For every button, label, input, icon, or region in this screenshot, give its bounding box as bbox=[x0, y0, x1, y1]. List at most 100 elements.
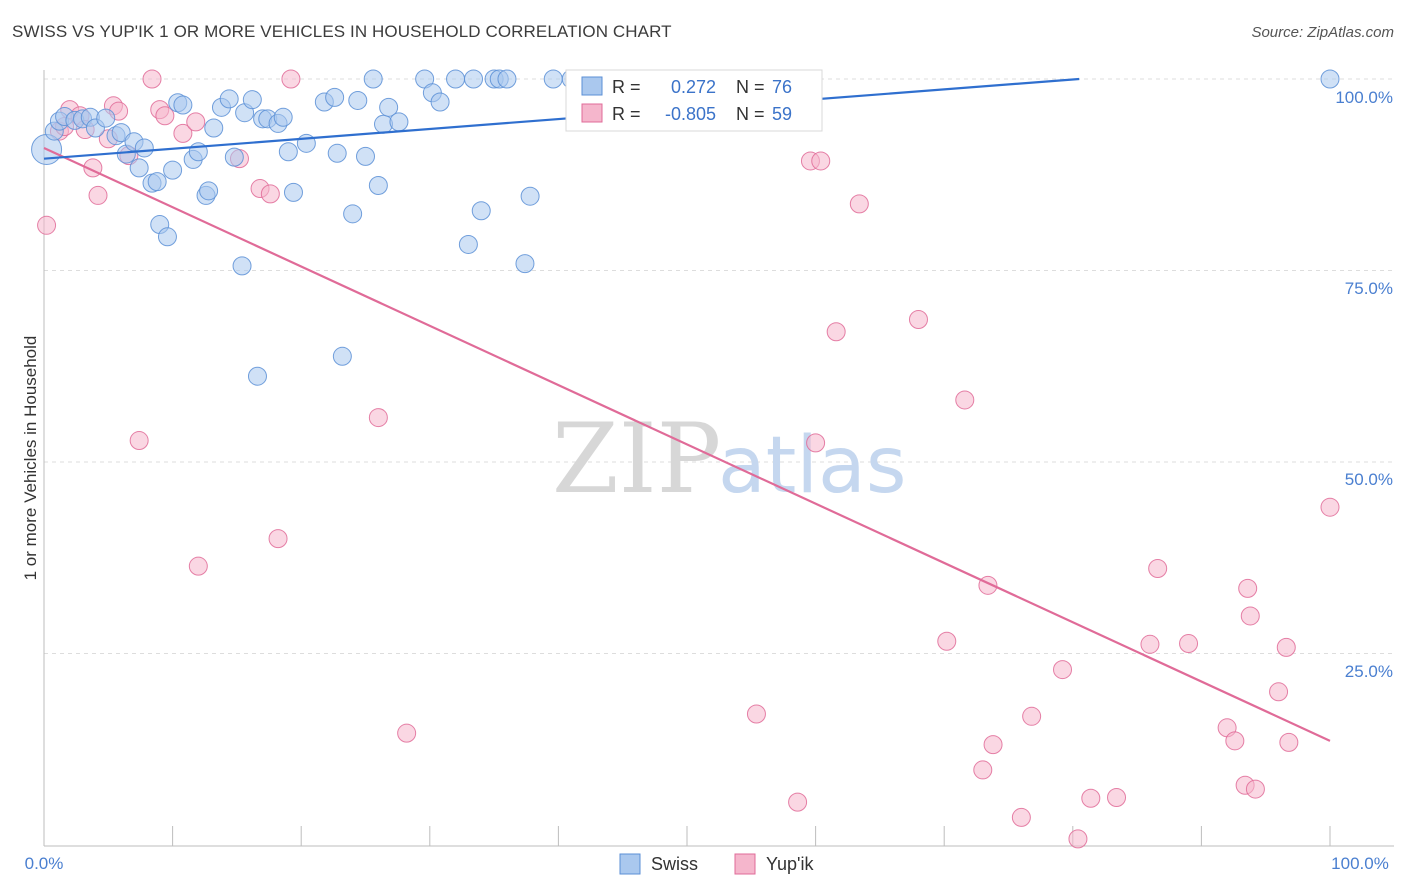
bottom-legend: Swiss Yup'ik bbox=[619, 853, 814, 875]
swiss-point bbox=[247, 366, 267, 386]
yupik-point bbox=[368, 408, 388, 428]
legend-n-value-yupik: 59 bbox=[772, 104, 792, 124]
swiss-point bbox=[325, 87, 345, 107]
swiss-point bbox=[348, 90, 368, 110]
swiss-point bbox=[111, 123, 131, 143]
yupik-point bbox=[973, 760, 993, 780]
bottom-legend-label-yupik: Yup'ik bbox=[766, 854, 814, 874]
yupik-point bbox=[281, 69, 301, 89]
yupik-point bbox=[1238, 578, 1258, 598]
yupik-point bbox=[806, 433, 826, 453]
yupik-point bbox=[1240, 606, 1260, 626]
swiss-point bbox=[273, 107, 293, 127]
swiss-point bbox=[343, 204, 363, 224]
swiss-point bbox=[96, 108, 116, 128]
yupik-point bbox=[1140, 634, 1160, 654]
swiss-point bbox=[129, 158, 149, 178]
yupik-point bbox=[1107, 788, 1127, 808]
bottom-legend-swatch-swiss bbox=[619, 853, 641, 875]
yupik-point bbox=[983, 735, 1003, 755]
yupik-point bbox=[788, 792, 808, 812]
swiss-point bbox=[173, 95, 193, 115]
legend-r-value-swiss: 0.272 bbox=[671, 77, 716, 97]
yupik-point bbox=[142, 69, 162, 89]
swiss-point bbox=[283, 182, 303, 202]
legend-n-label-yupik: N = bbox=[736, 104, 765, 124]
yupik-point bbox=[1225, 731, 1245, 751]
yupik-point bbox=[1179, 634, 1199, 654]
swiss-trend-line bbox=[43, 77, 1080, 160]
yupik-point bbox=[1053, 660, 1073, 680]
swiss-point bbox=[543, 69, 563, 89]
swiss-point bbox=[379, 97, 399, 117]
swiss-point bbox=[199, 181, 219, 201]
legend-r-label-swiss: R = bbox=[612, 77, 641, 97]
legend-frame bbox=[565, 69, 823, 132]
yupik-point bbox=[1320, 497, 1340, 517]
yupik-point bbox=[260, 184, 280, 204]
x-ticks bbox=[43, 826, 1331, 846]
yupik-point bbox=[1245, 779, 1265, 799]
yupik-point bbox=[908, 310, 928, 330]
swiss-point bbox=[134, 138, 154, 158]
yupik-point bbox=[849, 194, 869, 214]
swiss-point bbox=[464, 69, 484, 89]
legend-swatch-swiss bbox=[581, 76, 603, 96]
swiss-point bbox=[242, 90, 262, 110]
swiss-point bbox=[163, 160, 183, 180]
yupik-point bbox=[1011, 807, 1031, 827]
swiss-point bbox=[356, 146, 375, 166]
grid-lines bbox=[44, 78, 1394, 654]
legend-box: R = 0.272 N = 76 R = -0.805 N = 59 bbox=[565, 69, 823, 132]
yupik-point bbox=[397, 723, 417, 743]
yupik-point bbox=[173, 123, 193, 143]
legend-n-label-swiss: N = bbox=[736, 77, 765, 97]
swiss-point bbox=[1320, 69, 1340, 89]
swiss-point bbox=[458, 234, 478, 254]
y-tick-label-100: 100.0% bbox=[1335, 88, 1393, 107]
yupik-point bbox=[1022, 706, 1042, 726]
yupik-point bbox=[937, 631, 957, 651]
y-axis-title: 1 or more Vehicles in Household bbox=[21, 336, 40, 581]
swiss-point bbox=[471, 201, 491, 221]
swiss-point bbox=[278, 142, 298, 162]
swiss-point bbox=[327, 143, 347, 163]
x-tick-label-0: 0.0% bbox=[25, 854, 64, 873]
swiss-point bbox=[515, 254, 535, 274]
swiss-point bbox=[219, 89, 239, 109]
trend-lines bbox=[43, 77, 1331, 742]
yupik-point bbox=[37, 215, 57, 235]
yupik-points bbox=[37, 69, 1340, 849]
swiss-point bbox=[430, 92, 450, 112]
yupik-point bbox=[155, 106, 175, 126]
yupik-point bbox=[129, 431, 149, 451]
yupik-point bbox=[1269, 682, 1289, 702]
swiss-point bbox=[363, 69, 383, 89]
swiss-point bbox=[520, 186, 540, 206]
bottom-legend-swatch-yupik bbox=[734, 853, 756, 875]
swiss-point bbox=[224, 147, 244, 167]
swiss-point bbox=[204, 118, 224, 138]
watermark-zip: ZIP bbox=[552, 403, 721, 515]
yupik-point bbox=[955, 390, 975, 410]
bottom-legend-label-swiss: Swiss bbox=[651, 854, 698, 874]
y-tick-label-75: 75.0% bbox=[1345, 279, 1393, 298]
yupik-point bbox=[1081, 788, 1101, 808]
legend-swatch-yupik bbox=[581, 103, 603, 123]
yupik-trend-line bbox=[43, 146, 1331, 742]
yupik-point bbox=[268, 529, 288, 549]
swiss-point bbox=[232, 256, 252, 276]
yupik-point bbox=[811, 151, 831, 171]
yupik-point bbox=[186, 112, 206, 132]
swiss-point bbox=[368, 175, 388, 195]
yupik-point bbox=[1068, 829, 1088, 849]
x-tick-label-100: 100.0% bbox=[1331, 854, 1389, 873]
source-label: Source: ZipAtlas.com bbox=[1251, 24, 1394, 41]
swiss-point bbox=[497, 69, 517, 89]
legend-r-value-yupik: -0.805 bbox=[665, 104, 716, 124]
yupik-point bbox=[88, 185, 108, 205]
yupik-point bbox=[188, 556, 208, 576]
yupik-point bbox=[1148, 558, 1168, 578]
swiss-point bbox=[157, 227, 177, 247]
swiss-point bbox=[389, 112, 409, 132]
